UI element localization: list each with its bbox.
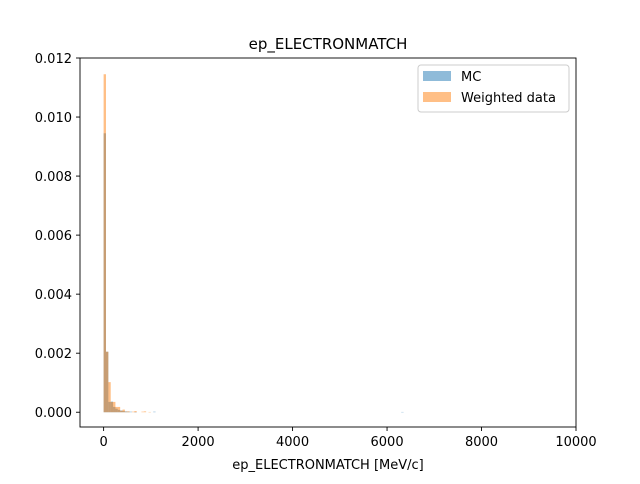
y-tick-label: 0.012 (35, 52, 72, 67)
chart-title: ep_ELECTRONMATCH (249, 35, 408, 54)
histogram-bar-mc-11 (130, 412, 132, 413)
y-tick-label: 0.006 (35, 229, 72, 244)
histogram-bar-weighted-data-5 (115, 407, 117, 412)
histogram-bar-weighted-data-10 (127, 411, 129, 412)
x-tick-label: 0 (99, 435, 107, 450)
x-tick-label: 10000 (555, 435, 596, 450)
x-tick-label: 8000 (465, 435, 498, 450)
legend-label-weighted-data: Weighted data (461, 91, 556, 106)
x-axis-label: ep_ELECTRONMATCH [MeV/c] (232, 458, 423, 473)
histogram-bar-weighted-data-13 (141, 412, 143, 413)
y-tick-label: 0.010 (35, 111, 72, 126)
histogram-bar-weighted-data-3 (111, 402, 113, 412)
legend-swatch-weighted-data (423, 92, 451, 102)
histogram-bar-weighted-data-11 (132, 412, 134, 413)
histogram-bar-weighted-data-2 (108, 382, 110, 412)
legend-label-mc: MC (461, 70, 481, 85)
histogram-bar-weighted-data-8 (123, 410, 125, 413)
histogram-bar-weighted-data-7 (120, 411, 122, 412)
x-tick-label: 6000 (371, 435, 404, 450)
histogram-bar-weighted-data-4 (113, 402, 115, 412)
x-tick-label: 2000 (182, 435, 215, 450)
y-tick-label: 0.004 (35, 288, 72, 303)
y-tick-label: 0.000 (35, 406, 72, 421)
x-tick-label: 4000 (276, 435, 309, 450)
histogram-bar-weighted-data-6 (118, 407, 120, 412)
histogram-bar-mc-13 (153, 412, 155, 413)
histogram-bar-weighted-data-9 (125, 412, 127, 413)
y-tick-label: 0.008 (35, 170, 72, 185)
histogram-bar-weighted-data-0 (104, 74, 106, 412)
y-tick-label: 0.002 (35, 347, 72, 362)
legend: MC Weighted data (418, 65, 569, 112)
histogram-bar-weighted-data-14 (144, 411, 146, 412)
histogram-bar-weighted-data-12 (134, 411, 136, 412)
legend-swatch-mc (423, 71, 451, 81)
histogram-bar-weighted-data-1 (106, 352, 108, 413)
